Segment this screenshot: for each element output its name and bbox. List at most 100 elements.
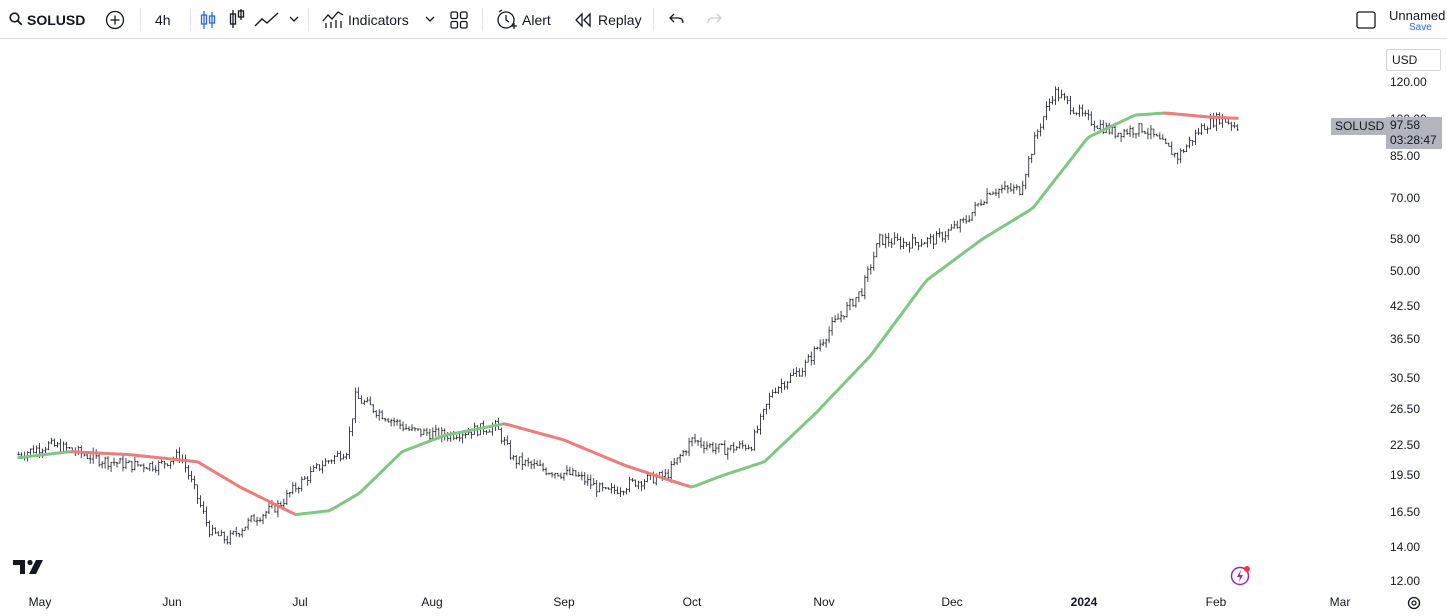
ohlc-bar <box>610 483 613 494</box>
ohlc-bar <box>187 464 190 480</box>
layout-name[interactable]: Unnamed <box>1389 8 1446 23</box>
chevron-down-icon[interactable] <box>425 16 435 23</box>
ohlc-bar <box>640 480 643 492</box>
ohlc-bar <box>190 470 193 483</box>
line-style-icon[interactable] <box>254 11 280 29</box>
ohlc-bar <box>228 530 232 545</box>
ohlc-bar <box>148 463 152 472</box>
ohlc-bar <box>824 338 828 348</box>
ohlc-bar <box>1221 114 1224 128</box>
settings-icon[interactable] <box>1406 595 1422 611</box>
ohlc-bar <box>118 457 122 464</box>
ohlc-bar <box>619 487 622 497</box>
indicators-icon[interactable] <box>322 9 344 29</box>
ohlc-bar <box>47 441 50 451</box>
ohlc-bar <box>1131 126 1135 138</box>
fullscreen-icon[interactable] <box>1356 11 1376 29</box>
candle-style-icon[interactable] <box>228 8 246 30</box>
flash-icon[interactable] <box>1230 565 1252 587</box>
time-tick-label: Nov <box>813 595 834 609</box>
replay-button[interactable]: Replay <box>598 12 642 28</box>
ohlc-bar <box>1033 132 1036 155</box>
replay-icon[interactable] <box>574 12 592 28</box>
ohlc-bar <box>169 461 172 469</box>
ohlc-bar <box>130 460 134 473</box>
undo-icon[interactable] <box>668 12 686 26</box>
time-axis[interactable]: May Jun Jul Aug Sep Oct Nov Dec 2024 Feb Mar <box>29 595 1351 609</box>
ohlc-bar <box>899 236 902 250</box>
alert-button[interactable]: Alert <box>522 12 551 28</box>
ohlc-bar <box>783 381 786 390</box>
ohlc-bar <box>1230 121 1233 131</box>
price-tick-label: 16.50 <box>1390 505 1420 519</box>
ohlc-bar <box>485 430 488 435</box>
ohlc-bar <box>514 454 518 469</box>
interval-button[interactable]: 4h <box>155 12 171 28</box>
search-icon[interactable] <box>9 12 23 26</box>
ohlc-bar <box>1015 184 1019 191</box>
ohlc-bar <box>574 470 578 477</box>
ohlc-bar <box>887 232 891 247</box>
ohlc-bar <box>738 441 742 449</box>
ohlc-bar <box>869 264 873 275</box>
ohlc-bar <box>53 438 56 447</box>
ohlc-bar <box>622 490 625 496</box>
price-axis[interactable]: 120.00100.0085.0070.0058.0050.0042.5036.… <box>1390 75 1427 588</box>
chevron-down-icon[interactable] <box>289 16 299 23</box>
ohlc-bar <box>413 427 417 432</box>
ohlc-bar <box>1125 128 1129 135</box>
ohlc-bar <box>842 315 846 320</box>
ohlc-bar <box>342 453 345 460</box>
ohlc-bar <box>735 445 739 451</box>
alert-icon[interactable] <box>496 9 518 31</box>
ohlc-bar <box>806 354 810 363</box>
ohlc-bar <box>422 428 426 435</box>
save-button[interactable]: Save <box>1409 22 1432 33</box>
ohlc-bar <box>1060 89 1063 99</box>
ohlc-bar <box>857 291 861 303</box>
ohlc-bar <box>750 446 753 452</box>
redo-icon[interactable] <box>705 12 723 26</box>
ohlc-bar <box>1140 123 1144 133</box>
ohlc-bar <box>884 233 888 249</box>
add-symbol-icon[interactable] <box>105 10 125 30</box>
layouts-icon[interactable] <box>450 11 468 29</box>
ohlc-bar <box>184 454 187 473</box>
ohlc-bar <box>821 338 825 347</box>
ohlc-bar <box>532 459 536 469</box>
time-tick-label: Jul <box>292 595 307 609</box>
ohlc-bar <box>1090 111 1093 126</box>
ohlc-bar <box>163 461 166 469</box>
ohlc-bar <box>1122 128 1126 138</box>
ohlc-bar <box>1078 104 1081 118</box>
ohlc-bar <box>91 447 95 464</box>
ohlc-bar <box>115 462 119 468</box>
ohlc-bar <box>643 479 646 490</box>
ohlc-bar <box>908 241 911 253</box>
time-tick-label: Oct <box>683 595 702 609</box>
ohlc-bar <box>559 472 563 480</box>
ohlc-bar <box>100 461 104 469</box>
price-tick-label: 19.50 <box>1390 468 1420 482</box>
ohlc-bar <box>1158 132 1162 140</box>
currency-selector[interactable]: USD <box>1386 49 1441 71</box>
indicators-button[interactable]: Indicators <box>348 12 409 28</box>
ohlc-bar <box>893 232 896 245</box>
bar-style-icon[interactable] <box>199 9 217 31</box>
ohlc-bar <box>291 482 295 495</box>
time-tick-label: Feb <box>1206 595 1227 609</box>
ohlc-bar <box>357 387 360 399</box>
ohlc-bar <box>348 426 351 460</box>
ohlc-bar <box>818 339 822 352</box>
ohlc-bar <box>860 288 864 297</box>
ohlc-bar <box>976 203 980 207</box>
ohlc-bar <box>231 530 235 536</box>
ohlc-bar <box>562 472 566 481</box>
tradingview-logo-icon[interactable] <box>12 558 44 576</box>
price-chart[interactable]: 120.00100.0085.0070.0058.0050.0042.5036.… <box>0 40 1447 616</box>
ohlc-bar <box>690 437 694 447</box>
symbol-search-button[interactable]: SOLUSD <box>27 12 86 28</box>
ohlc-bar <box>547 472 551 475</box>
ohlc-bar <box>833 315 837 323</box>
ohlc-bar <box>973 201 977 217</box>
